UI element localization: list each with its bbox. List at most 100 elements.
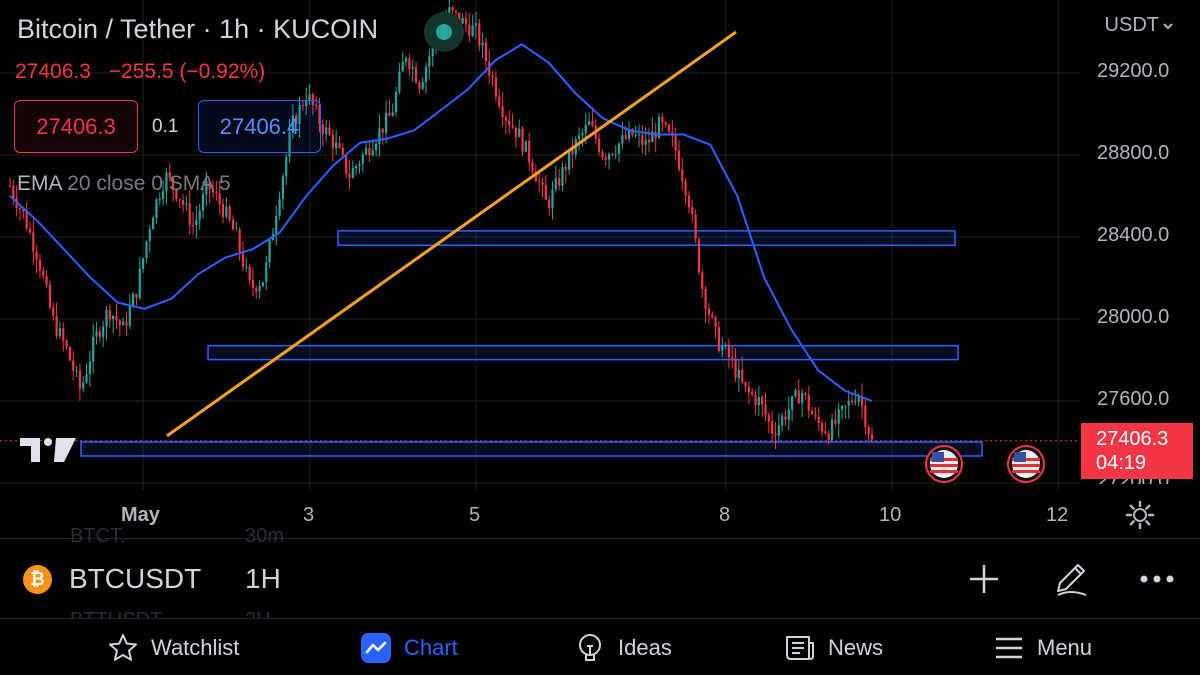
y-tick: 28000.0 bbox=[1097, 306, 1170, 328]
market-status-icon[interactable] bbox=[424, 12, 464, 52]
candle-body bbox=[82, 382, 85, 389]
hamburger-menu-icon bbox=[993, 632, 1025, 664]
candle-body bbox=[588, 121, 591, 125]
sell-price-button[interactable]: 27406.3 bbox=[14, 100, 138, 153]
x-tick: 10 bbox=[879, 504, 902, 526]
add-button[interactable] bbox=[964, 559, 1004, 599]
candle-body bbox=[737, 369, 740, 378]
indicator-legend[interactable]: EMA 20 close 0 SMA 5 bbox=[17, 172, 231, 196]
ema-layer bbox=[9, 43, 873, 402]
candle-body bbox=[148, 229, 151, 242]
buy-price-button[interactable]: 27406.4 bbox=[198, 100, 321, 153]
candle-body bbox=[694, 214, 697, 239]
candle-body bbox=[401, 61, 404, 72]
candle-body bbox=[178, 199, 181, 201]
candle-body bbox=[561, 167, 564, 186]
candle-body bbox=[804, 392, 807, 395]
more-button[interactable] bbox=[1137, 559, 1177, 599]
chart-title[interactable]: Bitcoin / Tether · 1h · KUCOIN bbox=[17, 14, 379, 44]
candle-body bbox=[604, 157, 607, 160]
candle-body bbox=[734, 358, 737, 378]
us-flag-event-icon[interactable] bbox=[925, 445, 963, 483]
currency-selector[interactable]: USDT bbox=[1105, 14, 1174, 37]
candle-body bbox=[161, 191, 165, 200]
candle-body bbox=[158, 199, 161, 201]
nav-menu[interactable]: Menu bbox=[993, 628, 1092, 668]
candle-body bbox=[794, 390, 797, 397]
candle-body bbox=[138, 268, 141, 299]
candle-body bbox=[291, 115, 294, 133]
candle-body bbox=[481, 42, 484, 46]
gear-icon[interactable] bbox=[1124, 499, 1156, 531]
candle-body bbox=[461, 17, 464, 24]
candle-body bbox=[241, 251, 245, 267]
candle-body bbox=[365, 147, 368, 155]
candle-body bbox=[568, 149, 571, 170]
candle-body bbox=[135, 293, 138, 299]
interval-button[interactable]: 1H bbox=[245, 563, 281, 594]
nav-ideas[interactable]: Ideas bbox=[574, 628, 672, 668]
candle-body bbox=[724, 344, 727, 347]
candle-body bbox=[285, 156, 288, 177]
us-flag-event-icon[interactable] bbox=[1007, 445, 1045, 483]
candle-body bbox=[98, 331, 101, 338]
candle-body bbox=[85, 374, 88, 383]
candle-body bbox=[384, 112, 388, 133]
candle-body bbox=[118, 320, 121, 326]
candle-body bbox=[844, 405, 847, 407]
candle-body bbox=[265, 262, 268, 283]
candle-body bbox=[478, 23, 481, 46]
candle-body bbox=[834, 419, 837, 424]
symbol-button[interactable]: BTCUSDT bbox=[69, 563, 202, 594]
candle-body bbox=[824, 431, 827, 434]
candle-body bbox=[774, 433, 777, 436]
candle-body bbox=[538, 181, 541, 183]
candle-body bbox=[474, 23, 478, 26]
candle-body bbox=[261, 282, 265, 287]
ghost-list-item: 2H bbox=[245, 609, 271, 619]
candle-body bbox=[152, 217, 155, 230]
candle-body bbox=[428, 56, 431, 67]
chart-legend[interactable]: Bitcoin / Tether · 1h · KUCOIN bbox=[17, 14, 378, 45]
candle-body bbox=[8, 185, 12, 187]
price-change-line: 27406.3 −255.5 (−0.92%) bbox=[15, 60, 277, 84]
nav-news[interactable]: News bbox=[784, 628, 883, 668]
candle-body bbox=[840, 406, 844, 410]
candle-body bbox=[664, 122, 667, 125]
drawing-tools-button[interactable] bbox=[1050, 559, 1090, 599]
chart-area[interactable]: Bitcoin / Tether · 1h · KUCOIN 27406.3 −… bbox=[0, 0, 1200, 538]
candle-body bbox=[238, 229, 241, 252]
candle-body bbox=[484, 42, 488, 62]
candle-body bbox=[601, 151, 604, 158]
candle-body bbox=[75, 370, 78, 372]
nav-chart[interactable]: Chart bbox=[360, 628, 458, 668]
candle-body bbox=[165, 172, 168, 192]
candle-body bbox=[52, 307, 55, 316]
nav-label: Watchlist bbox=[151, 635, 240, 660]
candle-body bbox=[318, 105, 321, 125]
trendline bbox=[166, 30, 737, 438]
nav-watchlist[interactable]: Watchlist bbox=[107, 628, 239, 668]
candle-body bbox=[128, 306, 131, 326]
candles-layer bbox=[8, 0, 874, 449]
candle-body bbox=[531, 162, 534, 172]
candle-body bbox=[810, 410, 814, 415]
candle-body bbox=[132, 293, 135, 307]
candle-body bbox=[341, 147, 344, 155]
candle-body bbox=[827, 433, 830, 440]
candle-body bbox=[358, 164, 361, 167]
candle-body bbox=[391, 112, 394, 116]
candle-body bbox=[355, 166, 358, 169]
candle-body bbox=[188, 203, 191, 226]
candle-body bbox=[797, 390, 800, 404]
candle-body bbox=[281, 176, 285, 200]
candle-body bbox=[112, 316, 115, 320]
candle-body bbox=[817, 416, 820, 424]
candle-body bbox=[767, 415, 770, 422]
candle-body bbox=[92, 336, 95, 362]
candle-body bbox=[231, 219, 235, 230]
candle-body bbox=[155, 199, 158, 218]
candle-body bbox=[68, 347, 72, 361]
bitcoin-icon: ₿ bbox=[23, 565, 52, 594]
price-chart[interactable] bbox=[0, 0, 1200, 538]
